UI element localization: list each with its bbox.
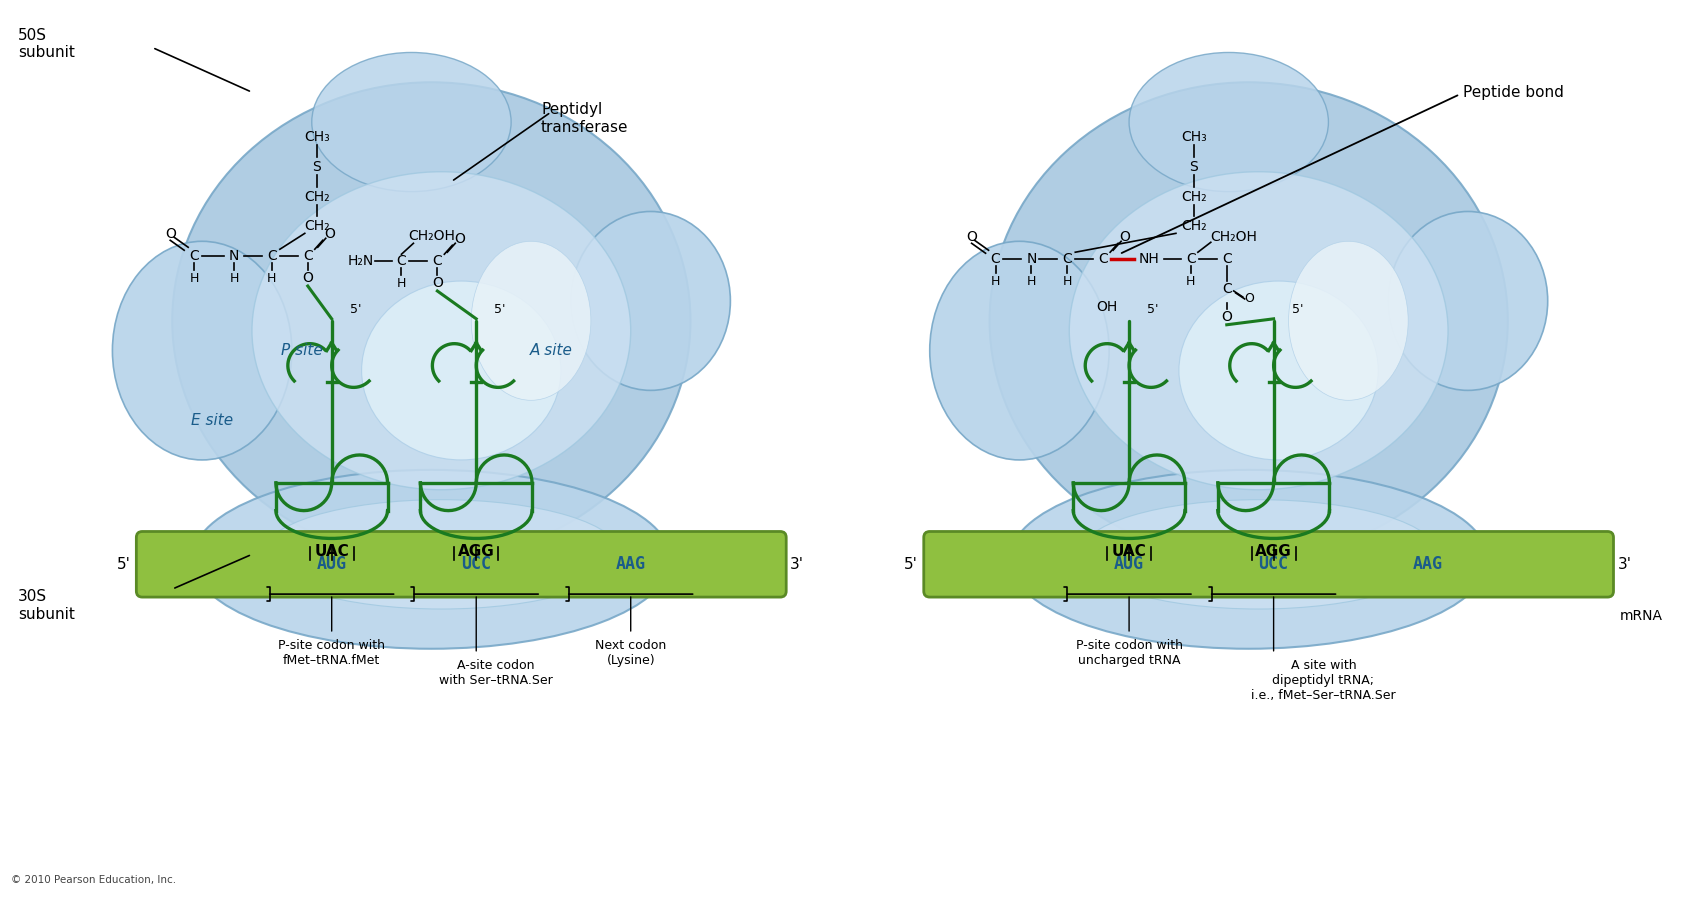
Text: 3': 3' <box>790 557 804 572</box>
Ellipse shape <box>112 241 292 460</box>
Text: C: C <box>189 249 199 263</box>
Text: Peptide bond: Peptide bond <box>1464 85 1564 100</box>
Text: 5': 5' <box>495 302 505 316</box>
Ellipse shape <box>989 82 1508 559</box>
Text: CH₂: CH₂ <box>304 220 330 233</box>
Text: OH: OH <box>1096 300 1117 314</box>
Ellipse shape <box>172 82 690 559</box>
Ellipse shape <box>252 172 631 490</box>
Text: CH₂OH: CH₂OH <box>1210 230 1258 244</box>
Text: S: S <box>313 160 321 174</box>
Text: H: H <box>230 272 238 284</box>
Text: A-site codon
with Ser–tRNA.Ser: A-site codon with Ser–tRNA.Ser <box>439 659 552 687</box>
Text: CH₂: CH₂ <box>304 190 330 203</box>
Ellipse shape <box>192 470 670 649</box>
Text: 5': 5' <box>350 302 360 316</box>
Ellipse shape <box>262 500 620 609</box>
Ellipse shape <box>1178 281 1379 460</box>
Text: E site: E site <box>190 413 233 428</box>
Ellipse shape <box>471 241 592 400</box>
Ellipse shape <box>571 212 731 391</box>
Text: C: C <box>1062 252 1073 266</box>
Text: C: C <box>1187 252 1195 266</box>
Text: A site: A site <box>529 343 573 358</box>
Text: O: O <box>1244 292 1253 305</box>
Text: 50S
subunit: 50S subunit <box>17 28 75 60</box>
Text: H: H <box>1062 274 1073 287</box>
Ellipse shape <box>1289 241 1408 400</box>
Text: 3': 3' <box>1617 557 1632 572</box>
Text: AUG: AUG <box>316 555 347 573</box>
Text: AGG: AGG <box>457 544 495 560</box>
Text: O: O <box>303 271 313 285</box>
Text: 5': 5' <box>904 557 918 572</box>
Text: mRNA: mRNA <box>1620 609 1663 623</box>
Ellipse shape <box>1129 52 1328 192</box>
Ellipse shape <box>362 281 561 460</box>
Text: © 2010 Pearson Education, Inc.: © 2010 Pearson Education, Inc. <box>10 876 175 886</box>
Text: UCC: UCC <box>461 555 491 573</box>
Text: S: S <box>1190 160 1198 174</box>
Text: H: H <box>396 276 406 290</box>
Text: CH₃: CH₃ <box>1182 130 1207 144</box>
Text: O: O <box>432 276 442 290</box>
Text: 30S
subunit: 30S subunit <box>17 590 75 622</box>
Text: C: C <box>267 249 277 263</box>
Text: C: C <box>1098 252 1108 266</box>
Text: AAG: AAG <box>1413 555 1443 573</box>
Text: O: O <box>1221 310 1232 324</box>
Text: UAC: UAC <box>1112 544 1146 560</box>
Text: C: C <box>991 252 1000 266</box>
Text: N: N <box>230 249 240 263</box>
Text: O: O <box>165 228 175 241</box>
Text: H₂N: H₂N <box>347 254 374 268</box>
Text: C: C <box>1222 282 1231 296</box>
Text: 5': 5' <box>1292 302 1304 316</box>
Text: O: O <box>454 232 464 247</box>
Text: O: O <box>1120 230 1130 244</box>
Text: H: H <box>189 272 199 284</box>
Ellipse shape <box>1389 212 1547 391</box>
Text: Peptidyl
transferase: Peptidyl transferase <box>541 103 629 135</box>
Text: CH₂: CH₂ <box>1182 220 1207 233</box>
Text: P site: P site <box>280 343 323 358</box>
Text: N: N <box>1027 252 1037 266</box>
Text: UCC: UCC <box>1258 555 1289 573</box>
Text: CH₃: CH₃ <box>304 130 330 144</box>
Text: H: H <box>1027 274 1035 287</box>
Text: Next codon
(Lysine): Next codon (Lysine) <box>595 639 666 667</box>
Ellipse shape <box>1080 500 1438 609</box>
Text: UAC: UAC <box>314 544 348 560</box>
Text: C: C <box>1222 252 1231 266</box>
Text: 5': 5' <box>1148 302 1158 316</box>
Text: A site with
dipeptidyl tRNA;
i.e., fMet–Ser–tRNA.Ser: A site with dipeptidyl tRNA; i.e., fMet–… <box>1251 659 1396 702</box>
Ellipse shape <box>1069 172 1448 490</box>
Text: H: H <box>1187 274 1195 287</box>
Ellipse shape <box>1010 470 1488 649</box>
Text: CH₂OH: CH₂OH <box>408 230 456 243</box>
Text: P-site codon with
fMet–tRNA.fMet: P-site codon with fMet–tRNA.fMet <box>279 639 386 667</box>
Text: AGG: AGG <box>1255 544 1292 560</box>
Text: AUG: AUG <box>1114 555 1144 573</box>
Text: O: O <box>325 228 335 241</box>
FancyBboxPatch shape <box>923 532 1613 597</box>
Text: O: O <box>966 230 977 244</box>
Ellipse shape <box>311 52 512 192</box>
Text: CH₂: CH₂ <box>1182 190 1207 203</box>
Text: AAG: AAG <box>615 555 646 573</box>
Text: H: H <box>267 272 277 284</box>
Text: C: C <box>303 249 313 263</box>
Ellipse shape <box>930 241 1108 460</box>
FancyBboxPatch shape <box>136 532 785 597</box>
Text: C: C <box>396 254 406 268</box>
Text: H: H <box>991 274 1000 287</box>
Text: 5': 5' <box>117 557 131 572</box>
Text: C: C <box>432 254 442 268</box>
Text: P-site codon with
uncharged tRNA: P-site codon with uncharged tRNA <box>1076 639 1183 667</box>
Text: NH: NH <box>1139 252 1159 266</box>
